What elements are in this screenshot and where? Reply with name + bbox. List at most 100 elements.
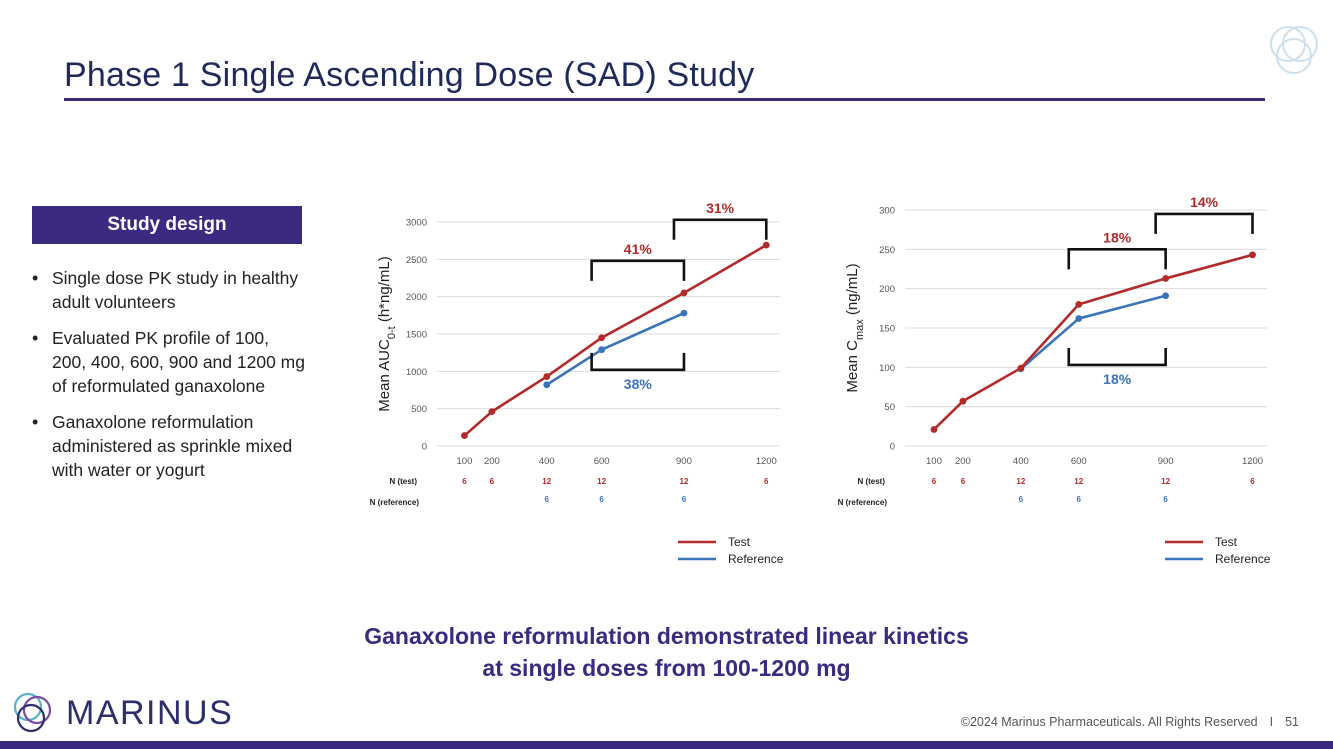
data-point-reference — [1162, 292, 1170, 300]
data-point-test — [598, 334, 606, 342]
n-test-value: 6 — [961, 477, 966, 486]
x-tick-label: 100 — [457, 456, 473, 467]
data-point-test — [680, 289, 688, 297]
annotation-label: 38% — [624, 376, 653, 392]
n-test-value: 12 — [680, 477, 689, 486]
n-test-value: 12 — [1161, 477, 1170, 486]
n-reference-label: N (reference) — [370, 498, 420, 507]
cmax-chart: 0 50 100 150 200 250 300 100 200 400 600 900 1200 Mea… — [838, 194, 1271, 566]
n-test-value: 6 — [764, 477, 769, 486]
copyright-text: ©2024 Marinus Pharmaceuticals. All Right… — [960, 715, 1258, 729]
n-reference-value: 6 — [1019, 495, 1024, 504]
legend-label: Test — [1215, 535, 1238, 549]
annotation-bracket — [1067, 347, 1167, 367]
y-tick-label: 100 — [879, 363, 895, 374]
bottom-bar — [0, 741, 1333, 749]
legend-label: Test — [728, 535, 751, 549]
data-point-test — [930, 426, 938, 433]
y-axis-label-sub: max — [854, 319, 866, 340]
y-tick-label: 1000 — [406, 367, 427, 378]
bullet-item: Ganaxolone reformulation administered as… — [30, 410, 305, 482]
footer-separator: I — [1269, 715, 1274, 729]
x-tick-label: 900 — [1158, 456, 1174, 467]
n-test-value: 12 — [1074, 477, 1083, 486]
conclusion-line-2: at single doses from 100-1200 mg — [482, 655, 851, 681]
legend-label: Reference — [1215, 552, 1271, 566]
n-test-value: 6 — [490, 477, 495, 486]
data-point-reference — [543, 381, 551, 389]
n-test-value: 12 — [597, 477, 606, 486]
data-point-test — [488, 408, 496, 416]
legend-label: Reference — [728, 552, 784, 566]
y-axis-label-main: Mean C — [844, 340, 861, 393]
data-point-reference — [598, 346, 606, 354]
y-tick-label: 0 — [890, 442, 895, 453]
n-test-value: 6 — [462, 477, 467, 486]
x-tick-label: 200 — [484, 456, 500, 467]
series-line-reference — [546, 311, 685, 386]
data-point-test — [543, 373, 551, 380]
x-tick-label: 1200 — [1242, 456, 1263, 467]
x-tick-label: 400 — [1013, 456, 1029, 467]
x-tick-label: 100 — [926, 456, 942, 467]
annotation-bracket — [590, 259, 686, 281]
marinus-logo-icon — [13, 692, 52, 733]
y-axis-label-rest: (h*ng/mL) — [376, 256, 393, 326]
annotation-label: 31% — [706, 200, 735, 216]
y-axis-label-rest: (ng/mL) — [844, 263, 861, 319]
annotation-bracket — [590, 352, 686, 372]
y-tick-label: 150 — [879, 324, 895, 335]
y-tick-label: 200 — [879, 284, 895, 295]
y-axis-label-main: Mean AUC — [376, 339, 393, 412]
n-test-value: 12 — [1016, 477, 1025, 486]
n-reference-value: 6 — [545, 495, 550, 504]
series-line-test — [463, 244, 767, 437]
brand-name: MARINUS — [66, 693, 234, 732]
study-design-header: Study design — [32, 206, 302, 244]
data-point-test — [461, 432, 468, 439]
y-tick-label: 500 — [411, 404, 427, 415]
x-tick-label: 1200 — [756, 456, 777, 467]
n-reference-label: N (reference) — [838, 498, 888, 507]
data-point-test — [1162, 275, 1170, 282]
annotation-label: 41% — [624, 241, 653, 257]
y-axis-label: Mean AUC0-t (h*ng/mL) — [376, 256, 398, 411]
data-point-test — [762, 241, 770, 249]
page-number: 51 — [1285, 715, 1299, 729]
annotation-label: 18% — [1103, 371, 1132, 387]
n-test-value: 12 — [542, 477, 551, 486]
conclusion-text: Ganaxolone reformulation demonstrated li… — [0, 620, 1333, 684]
footer: ©2024 Marinus Pharmaceuticals. All Right… — [961, 715, 1299, 729]
annotation-bracket — [1067, 248, 1167, 270]
annotation-label: 18% — [1103, 229, 1132, 245]
y-tick-label: 0 — [422, 442, 427, 453]
x-tick-label: 400 — [539, 456, 555, 467]
bullet-item: Single dose PK study in healthy adult vo… — [30, 266, 305, 314]
x-tick-label: 200 — [955, 456, 971, 467]
y-tick-label: 1500 — [406, 330, 427, 341]
brand-logo: MARINUS — [8, 688, 233, 738]
n-reference-value: 6 — [1163, 495, 1168, 504]
annotation-bracket — [1154, 212, 1254, 234]
annotation-bracket — [672, 218, 768, 240]
annotation-label: 14% — [1190, 194, 1219, 210]
study-design-list: Single dose PK study in healthy adult vo… — [30, 266, 305, 494]
data-point-test — [959, 397, 967, 405]
corner-rings-icon — [1270, 26, 1318, 74]
n-reference-value: 6 — [599, 495, 604, 504]
y-axis-label-sub: 0-t — [386, 326, 398, 339]
series-line-test — [933, 253, 1253, 431]
n-test-label: N (test) — [389, 477, 417, 486]
data-point-test — [1017, 364, 1025, 372]
n-test-value: 6 — [1250, 477, 1255, 486]
x-tick-label: 600 — [1071, 456, 1087, 467]
y-tick-label: 50 — [884, 402, 895, 413]
y-tick-label: 2500 — [406, 255, 427, 266]
data-point-reference — [1075, 315, 1083, 322]
data-point-test — [1075, 301, 1083, 308]
page-title: Phase 1 Single Ascending Dose (SAD) Stud… — [64, 56, 755, 94]
n-reference-value: 6 — [682, 495, 687, 504]
n-test-value: 6 — [932, 477, 937, 486]
n-test-label: N (test) — [857, 477, 885, 486]
bullet-item: Evaluated PK profile of 100, 200, 400, 6… — [30, 326, 305, 398]
